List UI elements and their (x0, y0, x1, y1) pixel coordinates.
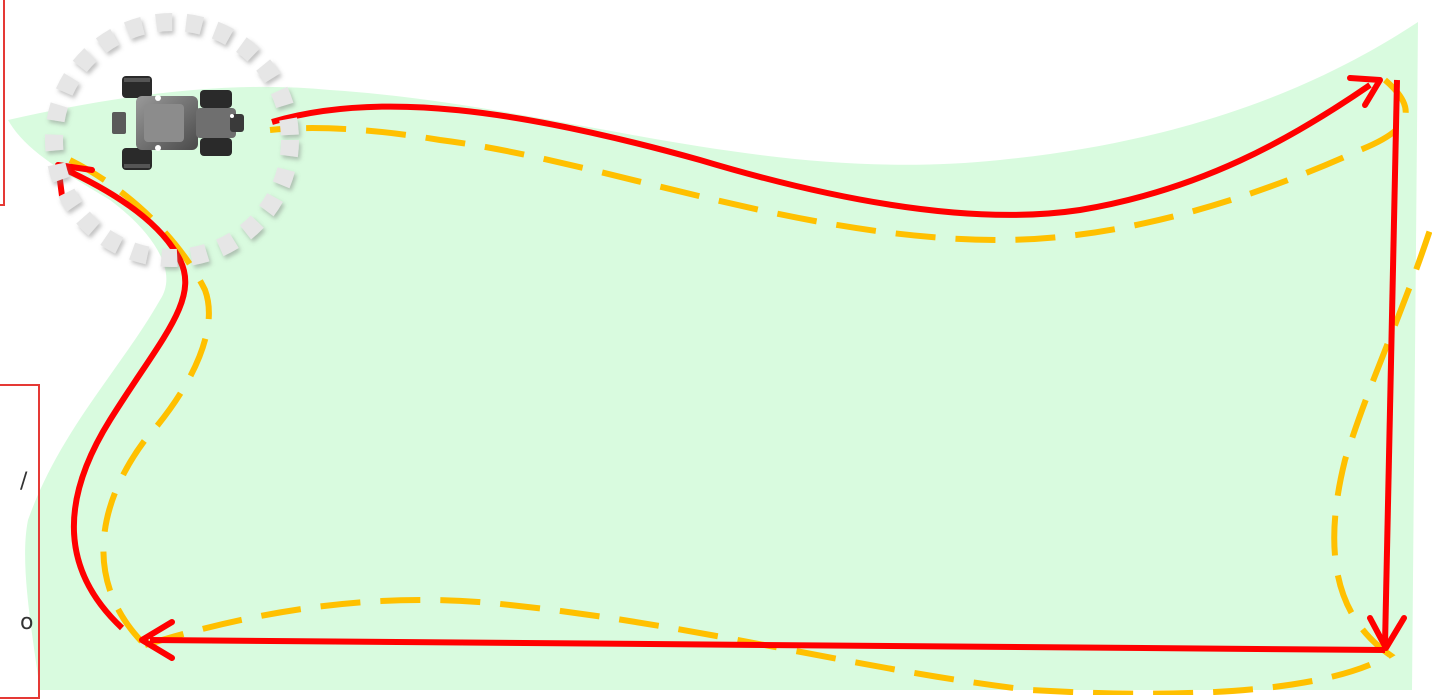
arrowhead-right-bottom (1367, 615, 1407, 651)
left-frame-top (0, 0, 5, 206)
robot-range-circle (45, 13, 299, 267)
arrowhead-bottom-left (139, 619, 175, 661)
frame-glyph-o: o (20, 610, 34, 635)
robot-tractor-icon (112, 76, 244, 170)
path-left-curve (60, 165, 189, 631)
path-right-edge (1382, 79, 1400, 646)
frame-glyph-slash: / (20, 469, 28, 494)
left-frame-bottom: / o (0, 384, 40, 699)
path-top-curve (271, 82, 1372, 218)
field-boundary-line (68, 77, 1432, 697)
arrowhead-top-right (1347, 75, 1383, 108)
path-bottom-edge (149, 637, 1386, 653)
field-area (8, 22, 1418, 690)
